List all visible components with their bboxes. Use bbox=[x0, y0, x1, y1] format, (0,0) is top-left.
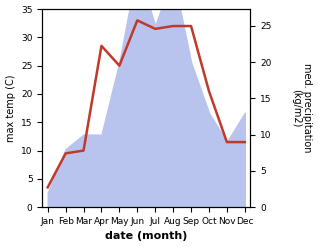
X-axis label: date (month): date (month) bbox=[105, 231, 187, 242]
Y-axis label: med. precipitation
(kg/m2): med. precipitation (kg/m2) bbox=[291, 63, 313, 153]
Y-axis label: max temp (C): max temp (C) bbox=[5, 74, 16, 142]
